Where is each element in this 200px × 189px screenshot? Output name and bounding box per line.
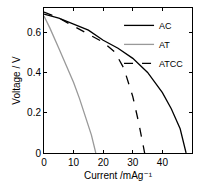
- svg-text:Voltage / V: Voltage / V: [11, 56, 22, 105]
- svg-text:10: 10: [68, 157, 80, 168]
- svg-text:40: 40: [157, 157, 169, 168]
- svg-text:0.2: 0.2: [27, 107, 41, 118]
- svg-text:Current /mAg⁻¹: Current /mAg⁻¹: [84, 170, 153, 181]
- svg-text:AC: AC: [159, 21, 172, 31]
- svg-text:30: 30: [127, 157, 139, 168]
- svg-text:0: 0: [35, 148, 41, 159]
- svg-text:ATCC: ATCC: [159, 59, 183, 69]
- svg-text:0.6: 0.6: [27, 27, 41, 38]
- svg-text:0: 0: [41, 157, 47, 168]
- svg-text:AT: AT: [159, 40, 170, 50]
- svg-text:20: 20: [98, 157, 110, 168]
- svg-text:0.4: 0.4: [27, 67, 41, 78]
